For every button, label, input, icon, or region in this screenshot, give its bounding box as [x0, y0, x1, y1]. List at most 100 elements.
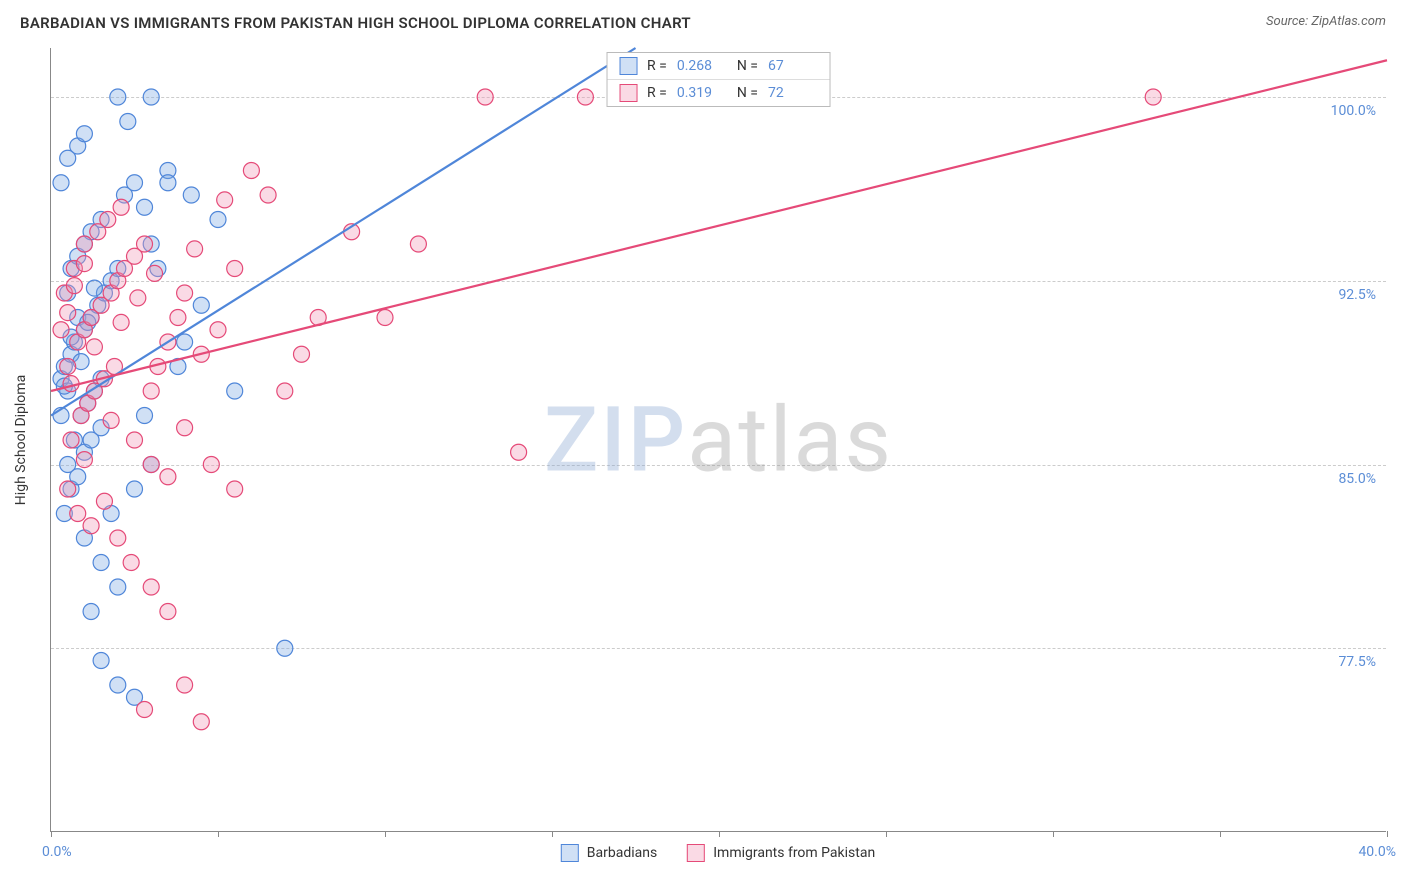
x-tick — [719, 831, 720, 837]
scatter-point — [70, 506, 86, 522]
legend-item-1: Immigrants from Pakistan — [687, 844, 875, 862]
scatter-point — [193, 297, 209, 313]
y-axis-label: High School Diploma — [13, 374, 29, 504]
scatter-point — [127, 481, 143, 497]
r-label-0: R = — [647, 58, 667, 74]
x-tick — [1220, 831, 1221, 837]
scatter-point — [110, 530, 126, 546]
legend-label-1: Immigrants from Pakistan — [713, 845, 875, 861]
scatter-point — [137, 199, 153, 215]
scatter-point — [123, 555, 139, 571]
stats-row-series-1: R = 0.319 N = 72 — [607, 79, 830, 106]
scatter-point — [160, 604, 176, 620]
scatter-point — [193, 714, 209, 730]
x-tick — [385, 831, 386, 837]
scatter-point — [160, 469, 176, 485]
swatch-series-0 — [619, 57, 637, 75]
scatter-point — [137, 236, 153, 252]
scatter-point — [113, 199, 129, 215]
scatter-point — [177, 677, 193, 693]
scatter-point — [100, 212, 116, 228]
scatter-point — [187, 241, 203, 257]
scatter-point — [127, 432, 143, 448]
scatter-point — [110, 677, 126, 693]
legend-swatch-0 — [561, 844, 579, 862]
n-value-1: 72 — [768, 85, 818, 101]
n-label-0: N = — [737, 58, 758, 74]
stats-legend-box: R = 0.268 N = 67 R = 0.319 N = 72 — [606, 52, 831, 107]
scatter-point — [170, 310, 186, 326]
scatter-point — [76, 256, 92, 272]
scatter-point — [60, 305, 76, 321]
scatter-point — [217, 192, 233, 208]
r-value-1: 0.319 — [677, 85, 727, 101]
plot-area: ZIPatlas High School Diploma R = 0.268 N… — [50, 48, 1386, 832]
y-tick-label: 92.5% — [1336, 287, 1378, 303]
swatch-series-1 — [619, 84, 637, 102]
scatter-point — [227, 481, 243, 497]
scatter-point — [137, 702, 153, 718]
scatter-point — [93, 555, 109, 571]
scatter-point — [294, 346, 310, 362]
scatter-point — [103, 412, 119, 428]
scatter-point — [86, 339, 102, 355]
scatter-point — [160, 175, 176, 191]
x-tick — [552, 831, 553, 837]
scatter-point — [86, 280, 102, 296]
scatter-point — [53, 322, 69, 338]
scatter-point — [210, 322, 226, 338]
scatter-point — [60, 359, 76, 375]
y-tick-label: 77.5% — [1336, 654, 1378, 670]
r-value-0: 0.268 — [677, 58, 727, 74]
scatter-point — [63, 432, 79, 448]
scatter-point — [83, 518, 99, 534]
x-tick — [886, 831, 887, 837]
x-tick — [1053, 831, 1054, 837]
n-label-1: N = — [737, 85, 758, 101]
scatter-point — [183, 187, 199, 203]
scatter-point — [147, 265, 163, 281]
scatter-point — [177, 285, 193, 301]
scatter-point — [511, 444, 527, 460]
r-label-1: R = — [647, 85, 667, 101]
scatter-point — [577, 89, 593, 105]
scatter-point — [93, 653, 109, 669]
scatter-point — [260, 187, 276, 203]
scatter-point — [143, 383, 159, 399]
scatter-point — [110, 579, 126, 595]
trend-line — [51, 48, 636, 416]
scatter-point — [143, 89, 159, 105]
scatter-point — [96, 493, 112, 509]
scatter-point — [60, 481, 76, 497]
scatter-point — [1145, 89, 1161, 105]
scatter-point — [110, 89, 126, 105]
x-axis-area: 0.0% 40.0% Barbadians Immigrants from Pa… — [50, 838, 1386, 868]
legend-swatch-1 — [687, 844, 705, 862]
x-min-label: 0.0% — [42, 844, 72, 860]
chart-header: BARBADIAN VS IMMIGRANTS FROM PAKISTAN HI… — [0, 0, 1406, 46]
scatter-point — [143, 457, 159, 473]
scatter-point — [76, 452, 92, 468]
x-tick — [218, 831, 219, 837]
scatter-point — [203, 457, 219, 473]
legend-label-0: Barbadians — [587, 845, 657, 861]
scatter-svg — [51, 48, 1387, 832]
scatter-point — [377, 310, 393, 326]
legend-item-0: Barbadians — [561, 844, 657, 862]
scatter-point — [113, 314, 129, 330]
stats-row-series-0: R = 0.268 N = 67 — [607, 53, 830, 79]
scatter-point — [210, 212, 226, 228]
scatter-point — [66, 278, 82, 294]
x-tick — [1387, 831, 1388, 837]
scatter-point — [130, 290, 146, 306]
scatter-point — [127, 175, 143, 191]
x-max-label: 40.0% — [1358, 844, 1396, 860]
scatter-point — [76, 236, 92, 252]
chart-source: Source: ZipAtlas.com — [1266, 14, 1386, 29]
chart-title: BARBADIAN VS IMMIGRANTS FROM PAKISTAN HI… — [20, 14, 691, 32]
scatter-point — [227, 261, 243, 277]
scatter-point — [227, 383, 243, 399]
scatter-point — [53, 175, 69, 191]
scatter-point — [177, 420, 193, 436]
scatter-point — [76, 126, 92, 142]
